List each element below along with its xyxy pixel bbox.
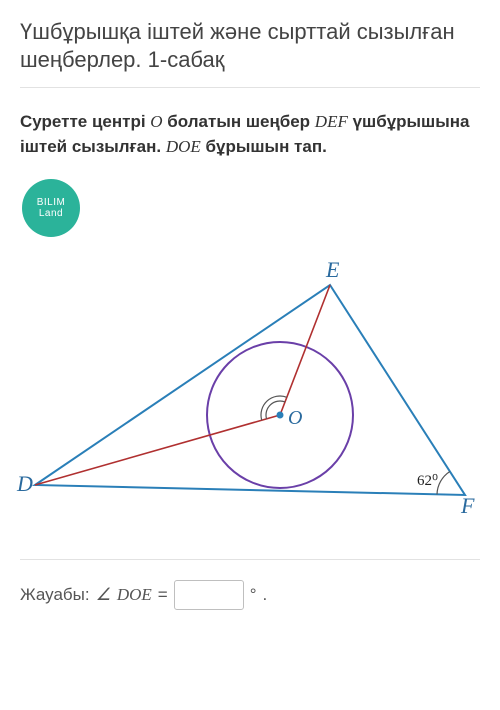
bilim-land-badge: BILIM Land	[22, 179, 80, 237]
angle-name: DOE	[117, 585, 152, 605]
question-text: Суретте центрі O болатын шеңбер DEF үшбұ…	[20, 110, 480, 159]
q-part-4: бұрышын тап.	[201, 137, 327, 156]
degree-symbol: °	[250, 585, 257, 605]
vertex-label-d: D	[17, 471, 33, 497]
q-part-1: Суретте центрі	[20, 112, 150, 131]
triangle-def	[35, 285, 465, 495]
line-do	[35, 415, 280, 485]
q-math-1: O	[150, 112, 162, 131]
q-math-3: DOE	[166, 137, 201, 156]
period: .	[263, 585, 268, 605]
figure-svg	[20, 245, 480, 535]
center-label-o: O	[288, 407, 302, 430]
badge-line2: Land	[39, 208, 63, 219]
angle-symbol: ∠	[96, 585, 111, 605]
q-math-2: DEF	[315, 112, 348, 131]
angle-label-f: 62⁰	[417, 471, 438, 490]
answer-row: Жауабы: ∠ DOE = °.	[20, 559, 480, 610]
answer-label: Жауабы:	[20, 585, 90, 605]
angle-arc-f	[437, 472, 450, 495]
lesson-title: Үшбұрышқа іштей және сырттай сызылған ше…	[20, 18, 480, 88]
answer-input[interactable]	[174, 580, 244, 610]
q-part-2: болатын шеңбер	[163, 112, 315, 131]
equals-sign: =	[158, 585, 168, 605]
vertex-label-f: F	[461, 493, 474, 519]
line-eo	[280, 285, 330, 415]
vertex-label-e: E	[326, 257, 339, 283]
badge-line1: BILIM	[37, 197, 66, 208]
geometry-figure: D E F O 62⁰	[20, 245, 480, 535]
center-dot	[277, 412, 284, 419]
